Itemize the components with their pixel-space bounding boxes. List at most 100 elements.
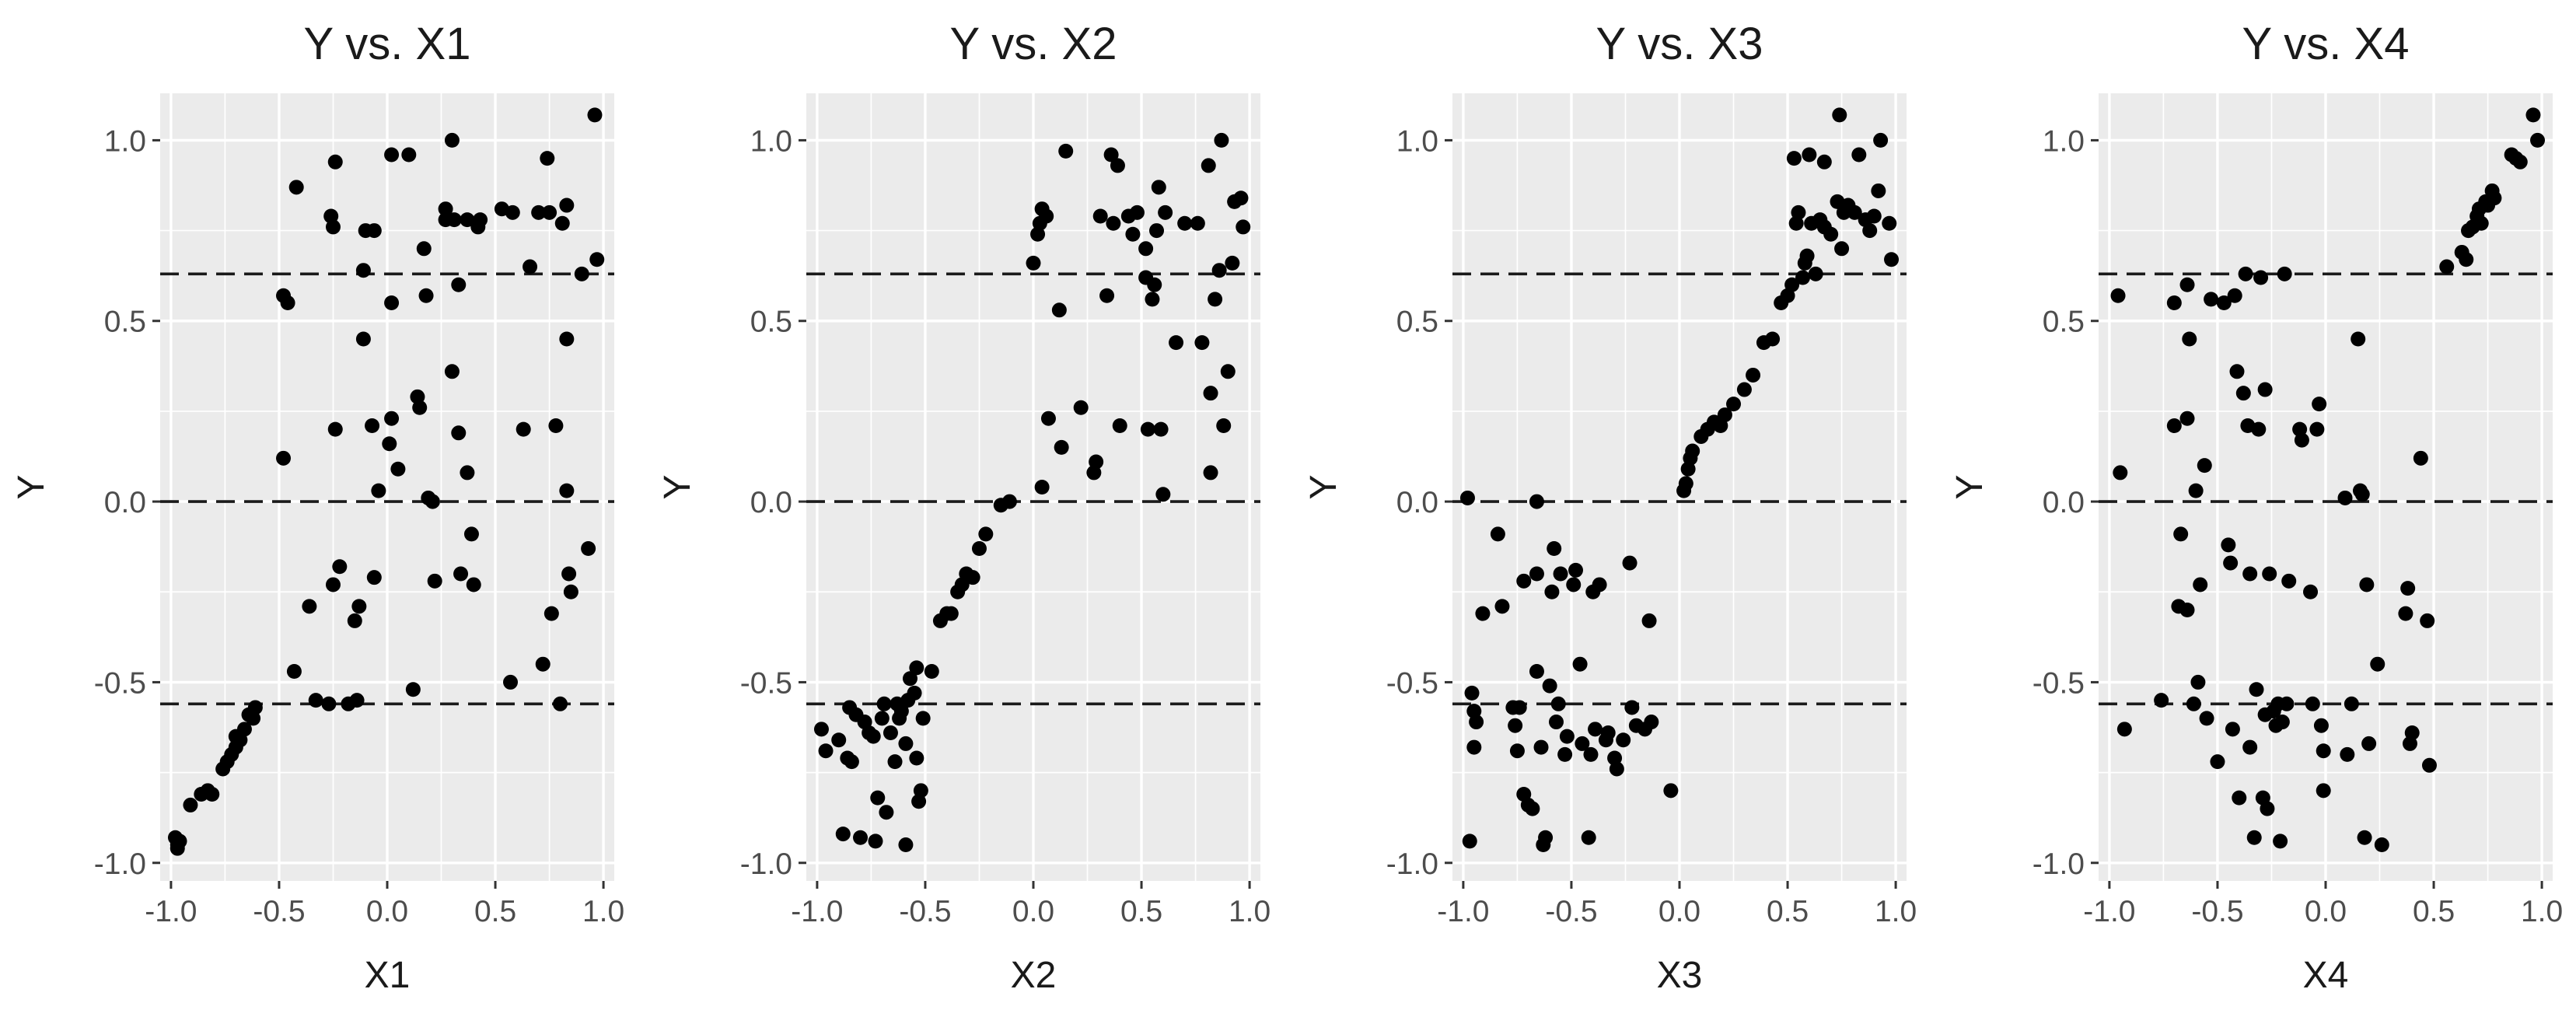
data-point: [2110, 288, 2126, 303]
data-point: [1568, 562, 1584, 578]
data-point: [302, 599, 317, 614]
data-point: [1529, 494, 1544, 509]
data-point: [1795, 270, 1811, 285]
panel-title: Y vs. X1: [304, 19, 471, 69]
data-point: [1575, 736, 1590, 751]
data-point: [971, 540, 987, 556]
data-point: [384, 411, 400, 426]
data-point: [1533, 739, 1549, 755]
data-point: [559, 197, 575, 213]
data-point: [2186, 696, 2201, 711]
data-point: [898, 736, 914, 751]
data-point: [2190, 674, 2206, 690]
x-tick-label: 1.0: [1875, 895, 1917, 928]
y-tick-label: 0.5: [2043, 306, 2085, 339]
x-tick-label: 0.0: [1658, 895, 1700, 928]
data-point: [2210, 754, 2225, 770]
data-point: [355, 331, 371, 347]
data-point: [2182, 331, 2197, 347]
data-point: [1509, 743, 1525, 759]
data-point: [924, 663, 939, 679]
y-tick-label: 1.0: [2043, 124, 2085, 158]
data-point: [355, 263, 371, 278]
data-point: [1190, 215, 1205, 231]
data-point: [2313, 718, 2329, 733]
data-point: [2223, 555, 2239, 571]
data-point: [1034, 480, 1050, 495]
data-point: [1155, 487, 1171, 502]
data-point: [876, 696, 892, 711]
data-point: [2398, 606, 2413, 621]
data-point: [444, 364, 460, 379]
y-tick-label: 0.0: [750, 486, 792, 519]
data-point: [831, 732, 847, 748]
data-point: [1808, 266, 1823, 281]
data-point: [453, 566, 469, 582]
data-point: [1726, 397, 1742, 412]
data-point: [587, 107, 603, 123]
x-tick-label: -0.5: [899, 895, 951, 928]
data-point: [552, 696, 568, 711]
x-tick-label: 0.5: [1767, 895, 1809, 928]
data-point: [327, 421, 343, 437]
data-point: [1177, 215, 1193, 231]
data-point: [1099, 288, 1115, 303]
data-point: [1832, 107, 1847, 123]
data-point: [2400, 581, 2416, 596]
data-point: [2193, 577, 2208, 592]
data-point: [1103, 147, 1119, 163]
data-point: [183, 797, 198, 813]
data-point: [2232, 790, 2247, 806]
data-point: [2344, 696, 2359, 711]
data-point: [1641, 613, 1657, 628]
data-point: [2439, 259, 2455, 274]
data-point: [366, 223, 382, 239]
data-point: [1786, 151, 1802, 166]
data-point: [879, 805, 894, 820]
data-point: [1145, 292, 1160, 307]
panel-x1: -1.0 -0.5 0.0 0.5 1.0 -1.0 -0.5 0.0 0.5 1.0 Y vs. …: [11, 19, 624, 996]
x-tick-label: 0.0: [2305, 895, 2347, 928]
x-tick-label: 1.0: [1229, 895, 1271, 928]
data-point: [2238, 266, 2253, 281]
data-point: [909, 750, 924, 766]
x-axis-title: X1: [365, 955, 411, 996]
data-point: [2370, 656, 2386, 672]
data-point: [2154, 693, 2169, 708]
y-axis-title: Y: [657, 474, 698, 499]
data-point: [1882, 215, 1897, 231]
data-point: [1624, 700, 1640, 715]
data-point: [505, 204, 520, 220]
data-point: [1494, 599, 1510, 614]
data-point: [523, 259, 538, 274]
data-point: [2312, 397, 2327, 412]
data-point: [405, 682, 421, 697]
data-point: [2166, 295, 2182, 311]
data-point: [1644, 715, 1659, 730]
data-point: [1225, 255, 1240, 271]
data-point: [2337, 490, 2353, 505]
data-point: [516, 421, 531, 437]
data-point: [349, 693, 365, 708]
data-point: [1678, 476, 1693, 491]
data-point: [416, 241, 432, 257]
data-point: [1866, 208, 1882, 224]
data-point: [1600, 725, 1616, 740]
data-point: [2294, 432, 2309, 448]
data-point: [2281, 573, 2297, 589]
data-point: [371, 483, 386, 498]
data-point: [1462, 834, 1477, 849]
data-point: [2420, 613, 2435, 628]
data-point: [887, 754, 903, 770]
data-point: [563, 584, 578, 599]
data-point: [451, 277, 467, 292]
y-tick-label: -0.5: [740, 666, 792, 700]
data-point: [351, 599, 367, 614]
data-point: [1459, 490, 1475, 505]
data-point: [347, 613, 362, 628]
data-point: [325, 577, 341, 592]
y-tick-label: 1.0: [750, 124, 792, 158]
data-point: [559, 483, 575, 498]
data-point: [2273, 834, 2288, 849]
data-point: [535, 656, 551, 672]
